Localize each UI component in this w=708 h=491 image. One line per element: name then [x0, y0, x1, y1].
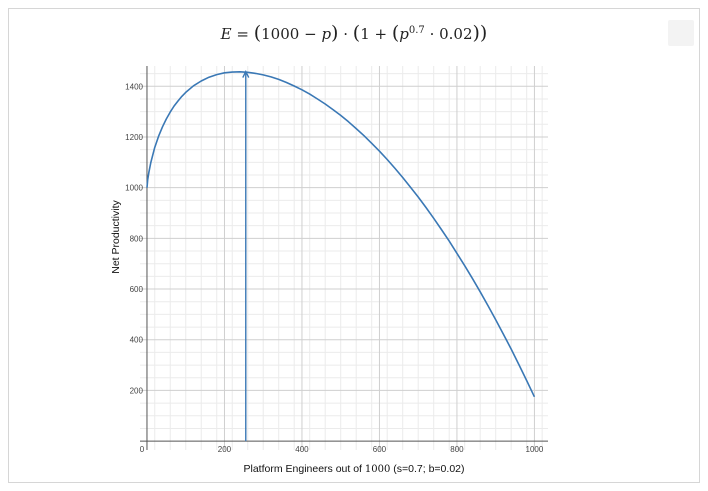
- x-tick-label: 200: [218, 445, 232, 454]
- equation-one: 1: [360, 25, 370, 43]
- y-tick-label: 1400: [125, 82, 143, 91]
- equation-coef: 0.02: [439, 25, 473, 43]
- series-layer: [146, 70, 536, 442]
- x-tick-label: 400: [295, 445, 309, 454]
- figure-frame: [8, 8, 700, 483]
- y-tick-label: 800: [130, 234, 144, 243]
- equation-var: p: [321, 25, 332, 43]
- y-tick-label: 1200: [125, 133, 143, 142]
- series-line: [146, 71, 536, 398]
- corner-placeholder-icon: [668, 20, 694, 46]
- x-tick-label: 0: [140, 445, 145, 454]
- tick-labels: 0 200 400 600 800 1000 200 400 600 800 1000 1200 140…: [125, 82, 544, 454]
- y-tick-label: 600: [130, 285, 144, 294]
- x-axis-title-prefix: Platform Engineers out of: [244, 463, 365, 475]
- equation-var-2: p: [399, 25, 409, 43]
- optimum-arrow-head: [242, 70, 250, 78]
- x-axis-title-suffix: (s=0.7; b=0.02): [390, 463, 464, 475]
- x-tick-label: 600: [373, 445, 387, 454]
- equation-lhs: E: [220, 25, 232, 43]
- x-axis-title: Platform Engineers out of 1000 (s=0.7; b…: [244, 463, 465, 475]
- equation-total: 1000: [261, 25, 300, 43]
- y-tick-label: 400: [130, 336, 144, 345]
- y-tick-label: 1000: [125, 184, 143, 193]
- y-tick-label: 200: [130, 386, 144, 395]
- x-tick-label: 800: [450, 445, 464, 454]
- major-grid: [140, 66, 548, 450]
- y-axis-title: Net Productivity: [110, 199, 122, 273]
- axes: [140, 66, 548, 450]
- x-axis-title-number: 1000: [365, 464, 390, 475]
- minor-grid: [140, 66, 548, 450]
- equation-exponent: 0.7: [408, 25, 425, 36]
- x-tick-label: 1000: [526, 445, 544, 454]
- chart-equation: E = (1000 − p) · (1 + (p0.7 · 0.02)): [220, 22, 488, 44]
